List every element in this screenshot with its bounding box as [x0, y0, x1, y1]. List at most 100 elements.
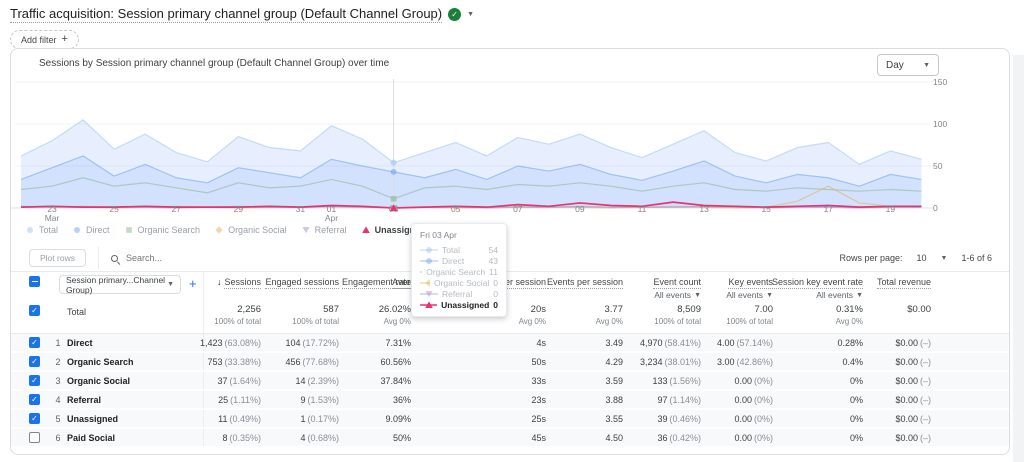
table-header-row: Session primary...Channel Group) ▼ + ↓ Se…	[11, 271, 1009, 301]
col-header-total-revenue[interactable]: Total revenue	[876, 277, 931, 289]
row-number: 6	[55, 432, 61, 443]
tooltip-series-name: Direct	[442, 255, 465, 266]
legend-item-organic-search[interactable]: Organic Search	[124, 225, 200, 235]
session-key-event-rate-filter[interactable]: All events ▼	[816, 290, 863, 300]
engagement-rate-value: 50%	[392, 432, 411, 443]
row-checkbox[interactable]: ✓	[29, 413, 40, 424]
avg-engagement-time-value: 25s	[531, 413, 546, 424]
channel-name: Unassigned	[67, 410, 204, 427]
row-checkbox[interactable]: ✓	[29, 394, 40, 405]
tooltip-row: Direct 43	[420, 255, 498, 266]
avg-engagement-time-value: 33s	[531, 375, 546, 386]
key-events-value: 0.00 (0%)	[734, 394, 773, 405]
col-header-event-count[interactable]: Event count All events ▼	[653, 277, 701, 300]
sort-descending-icon: ↓	[216, 277, 222, 287]
granularity-select[interactable]: Day ▼	[877, 54, 939, 76]
session-key-event-rate-value: 0%	[849, 413, 863, 424]
event-count-value: 3,234 (38.01%)	[639, 356, 701, 367]
engagement-rate-value: 37.84%	[380, 375, 411, 386]
row-checkbox[interactable]: ✓	[29, 337, 40, 348]
row-number: 1	[55, 337, 61, 348]
row-number: 5	[55, 413, 61, 424]
legend-item-total[interactable]: Total	[25, 225, 58, 235]
circle-marker-icon	[420, 246, 438, 253]
table-row[interactable]: 6 Paid Social 8 (0.35%) 4 (0.68%) 50% 45s …	[11, 429, 1009, 448]
tooltip-series-value: 0	[493, 288, 498, 299]
sessions-value: 11 (0.49%)	[218, 413, 261, 424]
events-per-session-value: 3.88	[605, 394, 623, 405]
row-checkbox[interactable]: ✓	[29, 375, 40, 386]
legend-label: Total	[39, 225, 59, 235]
session-key-event-rate-value: 0%	[849, 375, 863, 386]
circle-marker-icon	[420, 257, 438, 264]
svg-text:31: 31	[296, 204, 306, 214]
event-count-value: 4,970 (58.41%)	[639, 337, 701, 348]
total-revenue-value: $0.00 (–)	[895, 432, 931, 443]
sessions-over-time-chart[interactable]: 05010015023Mar2527293101Apr0305070911131…	[11, 77, 1011, 227]
key-events-filter[interactable]: All events ▼	[726, 290, 773, 300]
session-key-event-rate-value: 0%	[849, 394, 863, 405]
row-checkbox[interactable]: ✓	[29, 356, 40, 367]
select-all-checkbox[interactable]	[29, 276, 40, 287]
col-header-key-events[interactable]: Key events All events ▼	[726, 277, 773, 300]
legend-label: Organic Social	[228, 225, 287, 235]
total-revenue-value: $0.00 (–)	[895, 413, 931, 424]
table-row[interactable]: ✓ 2 Organic Search 753 (33.38%) 456 (77.68…	[11, 353, 1009, 372]
session-key-event-rate-value: 0%	[849, 432, 863, 443]
rows-per-page-select[interactable]: 10 ▼	[916, 253, 948, 263]
col-header-sessions[interactable]: ↓ Sessions	[216, 277, 261, 289]
legend-item-organic-social[interactable]: Organic Social	[214, 225, 287, 235]
add-filter-button[interactable]: Add filter +	[10, 30, 79, 49]
engaged-sessions-value: 1 (0.17%)	[300, 413, 339, 424]
event-count-filter[interactable]: All events ▼	[654, 290, 701, 300]
engagement-rate-value: 60.56%	[380, 356, 411, 367]
svg-text:17: 17	[824, 204, 834, 214]
col-header-session-key-event-rate[interactable]: Session key event rate All events ▼	[771, 277, 863, 300]
legend-item-unassigned[interactable]: Unassigned	[361, 225, 426, 235]
tooltip-row: Total 54	[420, 244, 498, 255]
col-header-engagement-rate[interactable]: Engagement rate	[341, 277, 411, 289]
total-revenue-value: $0.00 (–)	[895, 356, 931, 367]
totals-checkbox[interactable]: ✓	[29, 305, 40, 316]
tri-down-marker-icon	[301, 227, 310, 234]
sessions-value: 1,423 (63.08%)	[199, 337, 261, 348]
col-header-events-per-session[interactable]: Events per session	[546, 277, 623, 289]
events-per-session-value: 3.55	[605, 413, 623, 424]
svg-text:50: 50	[933, 161, 943, 171]
channel-name: Organic Search	[67, 353, 204, 370]
tooltip-series-value: 0	[493, 277, 498, 288]
chevron-down-icon: ▼	[766, 291, 773, 299]
circle-marker-icon	[27, 227, 33, 233]
table-row[interactable]: ✓ 4 Referral 25 (1.11%) 9 (1.53%) 36% 23s …	[11, 391, 1009, 410]
title-dropdown-caret-icon[interactable]: ▼	[467, 11, 475, 18]
table-row[interactable]: ✓ 3 Organic Social 37 (1.64%) 14 (2.39%) 3…	[11, 372, 1009, 391]
event-count-value: 39 (0.46%)	[657, 413, 701, 424]
svg-text:05: 05	[451, 204, 461, 214]
plot-rows-button[interactable]: Plot rows	[29, 249, 86, 267]
total-revenue-value: $0.00 (–)	[895, 375, 931, 386]
add-dimension-button[interactable]: +	[189, 276, 197, 291]
page-scroll-gutter	[1013, 55, 1024, 462]
table-row[interactable]: ✓ 1 Direct 1,423 (63.08%) 104 (17.72%) 7.3…	[11, 334, 1009, 353]
key-events-value: 3.00 (42.86%)	[716, 356, 773, 367]
tri-up-marker-icon	[361, 226, 370, 233]
event-count-value: 36 (0.42%)	[657, 432, 701, 443]
tri-down-marker-icon	[420, 290, 438, 297]
engaged-sessions-value: 456 (77.68%)	[285, 356, 339, 367]
data-quality-check-icon[interactable]: ✓	[448, 8, 462, 21]
dimension-selector[interactable]: Session primary...Channel Group) ▼	[59, 275, 181, 295]
col-header-engaged-sessions[interactable]: Engaged sessions	[265, 277, 339, 289]
row-number: 3	[55, 375, 61, 386]
engagement-rate-value: 9.09%	[385, 413, 411, 424]
legend-item-direct[interactable]: Direct	[72, 225, 110, 235]
tooltip-series-name: Unassigned	[441, 299, 490, 310]
page-title: Traffic acquisition: Session primary cha…	[10, 6, 443, 23]
chart-legend: Total Direct Organic Search Organic Social R…	[25, 225, 426, 235]
table-row[interactable]: ✓ 5 Unassigned 11 (0.49%) 1 (0.17%) 9.09% …	[11, 410, 1009, 429]
svg-text:25: 25	[109, 204, 119, 214]
legend-item-referral[interactable]: Referral	[301, 225, 347, 235]
search-input[interactable]	[123, 252, 284, 264]
chevron-down-icon: ▼	[167, 281, 174, 288]
chevron-down-icon: ▼	[694, 291, 701, 299]
row-checkbox[interactable]	[29, 432, 40, 443]
